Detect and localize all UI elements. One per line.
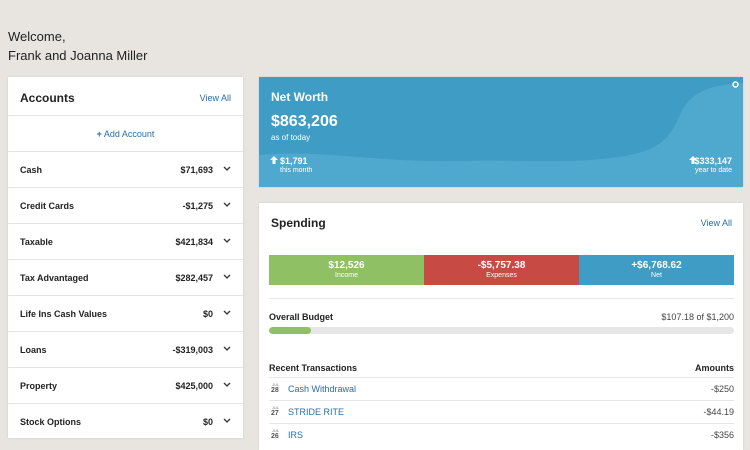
transaction-amount: -$356: [710, 430, 734, 440]
up-arrow: [689, 156, 697, 164]
account-label: Credit Cards: [20, 201, 75, 211]
net-amount: +$6,768.62: [631, 260, 682, 271]
account-amount: $425,000: [175, 381, 213, 391]
transaction-row: JUL 27 STRIDE RITE -$44.19: [269, 400, 734, 424]
account-amount: $282,457: [175, 273, 213, 283]
transactions-title: Recent Transactions: [269, 363, 358, 373]
user-name: Frank and Joanna Miller: [8, 48, 148, 63]
account-amount: $71,693: [180, 165, 213, 175]
as-of: as of today: [271, 133, 311, 142]
net-label: Net: [651, 272, 662, 279]
account-amount: -$319,003: [172, 345, 213, 355]
chevron[interactable]: [223, 418, 231, 424]
plus-icon: +: [96, 129, 102, 139]
settings-icon[interactable]: [732, 81, 739, 88]
expenses-segment: -$5,757.38 Expenses: [424, 255, 579, 285]
income-amount: $12,526: [328, 260, 365, 271]
income-label: Income: [335, 272, 358, 279]
month-label: this month: [280, 167, 313, 174]
transaction-day: 27: [271, 410, 279, 417]
account-label: Life Ins Cash Values: [20, 309, 108, 319]
month-change: $1,791: [280, 156, 308, 166]
account-row[interactable]: Credit Cards -$1,275: [8, 187, 243, 224]
account-amount: $0: [202, 309, 213, 319]
spending-panel: Spending View All $12,526 Income -$5,757.…: [259, 203, 743, 450]
add-account[interactable]: + Add Account: [8, 115, 243, 152]
spending-summary: $12,526 Income -$5,757.38 Expenses +$6,768…: [269, 255, 734, 285]
transaction-name[interactable]: STRIDE RITE: [288, 407, 345, 417]
add-account-label: Add Account: [103, 129, 155, 139]
accounts-panel: Accounts View All + Add Account Cash $71,6…: [8, 77, 243, 438]
net-worth-area: [259, 83, 743, 187]
year-label: year to date: [695, 167, 732, 174]
account-row[interactable]: Stock Options $0: [8, 403, 243, 440]
amounts-header: Amounts: [695, 363, 734, 373]
chevron[interactable]: [223, 274, 231, 280]
transaction-name[interactable]: Cash Withdrawal: [288, 384, 357, 394]
budget-track: [269, 327, 734, 334]
account-label: Cash: [20, 165, 43, 175]
transaction-day: 28: [271, 387, 279, 394]
account-label: Taxable: [20, 237, 53, 247]
greeting: Welcome,: [8, 29, 66, 44]
account-amount: -$1,275: [182, 201, 213, 211]
income-segment: $12,526 Income: [269, 255, 424, 285]
chevron[interactable]: [223, 310, 231, 316]
transaction-amount: -$44.19: [703, 407, 734, 417]
budget-label: Overall Budget: [269, 312, 334, 322]
account-amount: $421,834: [175, 237, 213, 247]
transaction-day: 26: [271, 433, 279, 440]
chevron[interactable]: [223, 238, 231, 244]
account-amount: $0: [202, 417, 213, 427]
transaction-name[interactable]: IRS: [288, 430, 304, 440]
chevron[interactable]: [223, 202, 231, 208]
account-label: Loans: [20, 345, 47, 355]
account-row[interactable]: Loans -$319,003: [8, 331, 243, 368]
chevron[interactable]: [223, 166, 231, 172]
divider: [269, 298, 734, 299]
transaction-month: JUL: [272, 428, 280, 433]
transaction-row: JUL 28 Cash Withdrawal -$250: [269, 377, 734, 401]
chevron[interactable]: [223, 346, 231, 352]
transaction-month: JUL: [272, 382, 280, 387]
account-row[interactable]: Life Ins Cash Values $0: [8, 295, 243, 332]
budget-fill: [269, 327, 311, 334]
account-label: Stock Options: [20, 417, 82, 427]
accounts-view-all[interactable]: View All: [199, 93, 231, 103]
expenses-label: Expenses: [486, 272, 517, 279]
transaction-amount: -$250: [710, 384, 734, 394]
account-row[interactable]: Tax Advantaged $282,457: [8, 259, 243, 296]
spending-view-all[interactable]: View All: [700, 218, 732, 228]
spending-title: Spending: [271, 216, 326, 230]
transaction-row: JUL 26 IRS -$356: [269, 423, 734, 447]
chevron[interactable]: [223, 382, 231, 388]
year-change: $333,147: [694, 156, 732, 166]
account-row[interactable]: Cash $71,693: [8, 151, 243, 188]
net-worth-amount: $863,206: [271, 113, 338, 130]
net-worth-panel: Net Worth $863,206 as of today $1,791 th…: [259, 77, 743, 187]
up-arrow: [270, 156, 278, 164]
account-row[interactable]: Taxable $421,834: [8, 223, 243, 260]
account-label: Property: [20, 381, 58, 391]
transaction-month: JUL: [272, 405, 280, 410]
budget-summary: $107.18 of $1,200: [661, 312, 734, 322]
accounts-title: Accounts: [20, 91, 75, 105]
account-label: Tax Advantaged: [20, 273, 89, 283]
net-worth-title: Net Worth: [271, 90, 329, 104]
expenses-amount: -$5,757.38: [477, 260, 526, 271]
account-row[interactable]: Property $425,000: [8, 367, 243, 404]
net-segment: +$6,768.62 Net: [579, 255, 734, 285]
